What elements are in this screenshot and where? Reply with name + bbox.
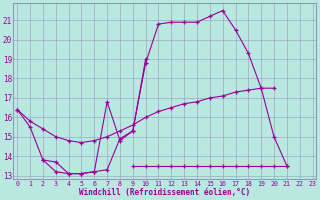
X-axis label: Windchill (Refroidissement éolien,°C): Windchill (Refroidissement éolien,°C) — [79, 188, 251, 197]
